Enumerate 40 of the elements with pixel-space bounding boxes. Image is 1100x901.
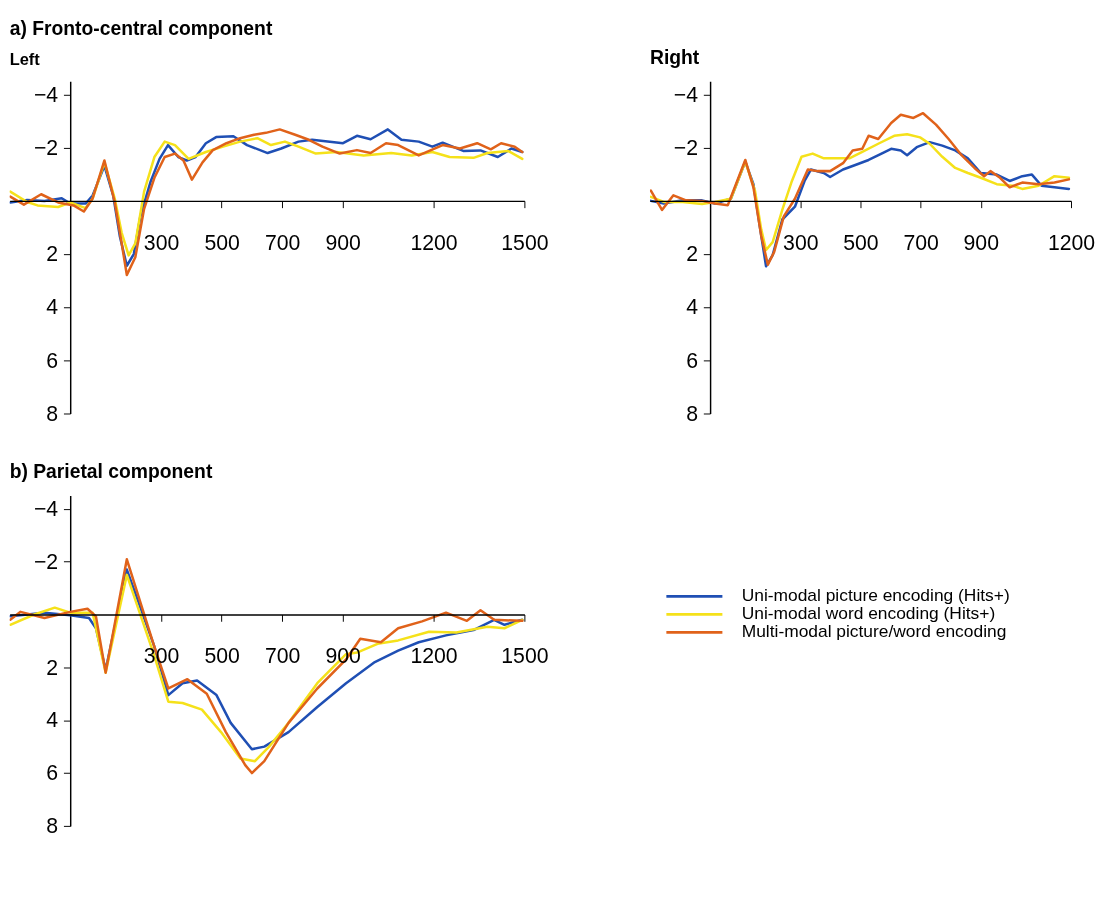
x-tick-label: 700 xyxy=(264,230,301,255)
chart-title: Right xyxy=(649,46,700,68)
legend-label: Multi-modal picture/word encoding xyxy=(741,621,1007,642)
y-tick-label: 2 xyxy=(46,655,59,680)
x-tick-label: 900 xyxy=(963,230,999,255)
x-tick-label: 500 xyxy=(843,230,879,255)
y-tick-label: 6 xyxy=(686,348,699,373)
x-tick-label: 1200 xyxy=(1047,230,1096,255)
y-tick-label: −2 xyxy=(673,135,699,160)
y-tick-label: 6 xyxy=(46,348,59,373)
x-tick-label: 300 xyxy=(143,230,180,255)
y-tick-label: 6 xyxy=(46,761,59,786)
x-tick-label: 500 xyxy=(204,644,240,669)
y-tick-label: 8 xyxy=(46,401,59,426)
x-tick-label: 300 xyxy=(783,230,819,255)
x-tick-label: 900 xyxy=(325,230,361,255)
x-tick-label: 700 xyxy=(264,644,301,669)
y-tick-label: 2 xyxy=(686,242,699,267)
legend-label: Uni-modal word encoding (Hits+) xyxy=(741,603,996,624)
x-tick-label: 1500 xyxy=(501,644,549,669)
y-tick-label: 4 xyxy=(46,708,59,733)
y-tick-label: −2 xyxy=(33,549,59,574)
y-tick-label: −4 xyxy=(673,82,699,107)
y-tick-label: 4 xyxy=(46,295,59,320)
x-tick-label: 1200 xyxy=(410,644,458,669)
x-tick-label: 1200 xyxy=(410,230,458,255)
y-tick-label: −4 xyxy=(33,82,59,107)
y-tick-label: −4 xyxy=(33,497,59,522)
y-tick-label: 8 xyxy=(46,814,59,839)
y-tick-label: −2 xyxy=(33,135,59,160)
chart-title: b) Parietal component xyxy=(9,461,213,483)
x-tick-label: 500 xyxy=(204,230,240,255)
y-tick-label: 8 xyxy=(686,401,699,426)
y-tick-label: 4 xyxy=(686,295,699,320)
chart-subtitle: Left xyxy=(9,49,41,68)
x-tick-label: 700 xyxy=(903,230,939,255)
x-tick-label: 1500 xyxy=(501,230,549,255)
chart-title: a) Fronto-central component xyxy=(9,17,273,39)
legend-label: Uni-modal picture encoding (Hits+) xyxy=(741,585,1010,606)
y-tick-label: 2 xyxy=(46,242,59,267)
